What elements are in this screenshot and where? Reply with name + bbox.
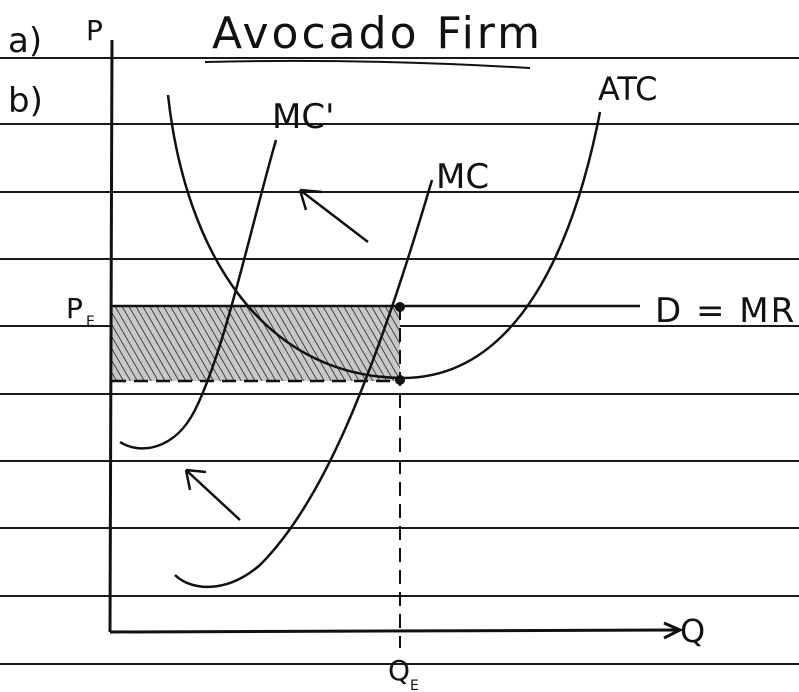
shift-arrow-lower (185, 469, 241, 521)
mc-label: MC (436, 157, 489, 197)
part-b-label: b) (8, 81, 43, 121)
price-axis-label: P (86, 14, 103, 47)
demand-mr-label: D = MR (655, 291, 796, 331)
profit-max-point (395, 302, 405, 312)
profit-area (112, 306, 400, 381)
mc-prime-label: MC' (272, 97, 334, 137)
axes (108, 39, 684, 640)
shift-arrow-lower-head (184, 468, 207, 491)
price-eq-letter: P (66, 292, 83, 325)
quantity-eq-subscript: E (410, 678, 419, 692)
quantity-axis-arrow (663, 621, 684, 640)
quantity-eq-letter: Q (388, 654, 410, 687)
mc-curve (174, 179, 434, 589)
profit-rectangle (112, 306, 400, 381)
price-eq-subscript: E (86, 314, 95, 330)
quantity-axis-label: Q (680, 612, 705, 650)
title-underline (204, 59, 531, 69)
shift-arrow-upper (299, 189, 369, 243)
atc-at-qe-point (395, 375, 405, 385)
price-axis-line (108, 39, 114, 633)
quantity-eq-label: Q E (388, 654, 419, 692)
diagram-title: Avocado Firm (212, 8, 543, 59)
shift-arrows (184, 188, 369, 521)
quantity-axis-line (109, 628, 681, 634)
part-a-label: a) (8, 21, 42, 61)
equilibrium-points (395, 302, 405, 385)
mc-prime-curve (119, 139, 278, 450)
shift-arrow-upper-head (298, 188, 323, 211)
atc-label: ATC (598, 70, 657, 108)
price-eq-label: P E (66, 292, 95, 330)
